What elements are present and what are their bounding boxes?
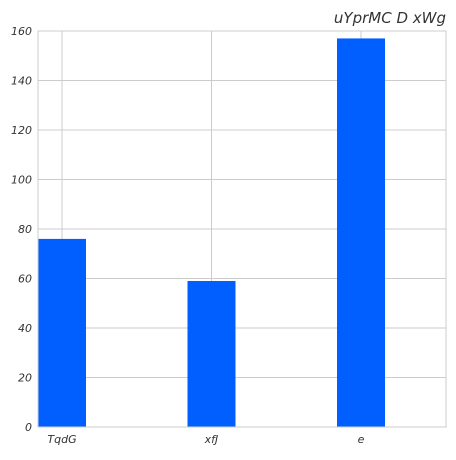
y-tick-label: 40 bbox=[18, 322, 32, 335]
y-tick-label: 20 bbox=[18, 372, 32, 385]
y-axis-ticks: 0 20 40 60 80 100 120 140 160 bbox=[11, 25, 32, 434]
chart-title: uYprMC D xWg bbox=[334, 9, 446, 27]
bar-e bbox=[337, 38, 385, 428]
x-tick-label: e bbox=[358, 433, 365, 446]
y-tick-label: 100 bbox=[11, 174, 32, 187]
y-tick-label: 140 bbox=[11, 75, 32, 88]
plot-frame bbox=[37, 30, 447, 428]
x-tick-label: xfJ bbox=[204, 433, 219, 446]
bars bbox=[38, 38, 385, 428]
bar-TqdG bbox=[38, 238, 86, 427]
y-tick-label: 160 bbox=[11, 25, 32, 38]
y-tick-label: 120 bbox=[11, 124, 32, 137]
x-axis-ticks: TqdG xfJ e bbox=[47, 433, 364, 446]
bar-xfJ bbox=[187, 280, 236, 427]
y-tick-label: 80 bbox=[18, 223, 32, 236]
y-tick-label: 0 bbox=[25, 421, 32, 434]
y-tick-label: 60 bbox=[18, 273, 32, 286]
x-tick-label: TqdG bbox=[47, 433, 76, 446]
